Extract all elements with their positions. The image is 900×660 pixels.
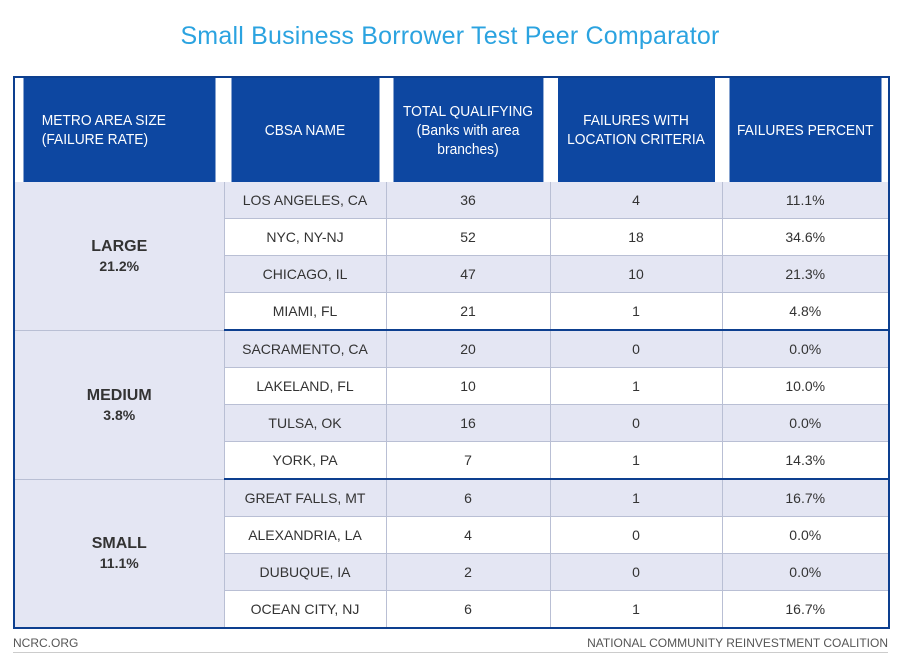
table-row: SMALL 11.1% GREAT FALLS, MT 6 1 16.7% [14, 479, 890, 629]
table-row: CHICAGO, IL 47 10 21.3% [14, 255, 890, 293]
cell-cbsa: OCEAN CITY, NJ [224, 590, 387, 629]
cell-total: 52 [386, 218, 551, 256]
cell-failures: 0 [550, 516, 723, 554]
table-header: METRO AREA SIZE (FAILURE RATE) CBSA NAME TO… [14, 77, 889, 182]
cell-failures: 0 [550, 404, 723, 442]
cell-cbsa: YORK, PA [224, 441, 387, 480]
column-header-line: (Banks with area [416, 121, 520, 139]
group-name: LARGE [91, 237, 148, 255]
group-cell-small: SMALL 11.1% [14, 479, 225, 629]
cell-cbsa: DUBUQUE, IA [224, 553, 387, 591]
cell-failures: 0 [550, 553, 723, 591]
header-row: METRO AREA SIZE (FAILURE RATE) CBSA NAME TO… [14, 77, 889, 182]
column-header-line: branches) [437, 140, 499, 158]
column-header-failures-location: FAILURES WITH LOCATION CRITERIA [556, 77, 716, 182]
column-header-line: FAILURES PERCENT [737, 121, 874, 139]
cell-percent: 16.7% [722, 479, 890, 517]
cell-failures: 1 [550, 479, 723, 517]
table-row: MIAMI, FL 21 1 4.8% [14, 292, 890, 331]
cell-cbsa: CHICAGO, IL [224, 255, 387, 293]
cell-failures: 18 [550, 218, 723, 256]
cell-percent: 0.0% [722, 404, 890, 442]
column-header-failures-percent: FAILURES PERCENT [728, 77, 883, 182]
table-row: OCEAN CITY, NJ 6 1 16.7% [14, 590, 890, 629]
cell-percent: 0.0% [722, 330, 890, 368]
group-failure-rate: 21.2% [99, 257, 140, 274]
column-header-line: LOCATION CRITERIA [567, 131, 705, 148]
cell-cbsa: LOS ANGELES, CA [224, 182, 387, 219]
cell-percent: 10.0% [722, 367, 890, 405]
cell-total: 36 [386, 182, 551, 219]
table-row: YORK, PA 7 1 14.3% [14, 441, 890, 480]
cell-percent: 16.7% [722, 590, 890, 629]
cell-percent: 0.0% [722, 553, 890, 591]
table-row: LARGE 21.2% LOS ANGELES, CA 36 4 11.1% [14, 182, 890, 331]
cell-cbsa: GREAT FALLS, MT [224, 479, 387, 517]
cell-total: 20 [386, 330, 551, 368]
cell-percent: 11.1% [722, 182, 890, 219]
cell-percent: 14.3% [722, 441, 890, 480]
column-header-total-qualifying: TOTAL QUALIFYING (Banks with area branches… [392, 77, 544, 182]
cell-total: 16 [386, 404, 551, 442]
cell-percent: 4.8% [722, 292, 890, 331]
table-row: ALEXANDRIA, LA 4 0 0.0% [14, 516, 890, 554]
cell-failures: 10 [550, 255, 723, 293]
column-header-line: FAILURES WITH [583, 112, 689, 129]
cell-failures: 0 [550, 330, 723, 368]
column-header-line: CBSA NAME [264, 121, 346, 139]
table-row: LAKELAND, FL 10 1 10.0% [14, 367, 890, 405]
cell-total: 2 [386, 553, 551, 591]
column-header-line: METRO AREA SIZE [41, 112, 166, 129]
group-failure-rate: 3.8% [103, 406, 136, 423]
cell-failures: 1 [550, 367, 723, 405]
column-header-line: (FAILURE RATE) [41, 131, 149, 148]
cell-cbsa: LAKELAND, FL [224, 367, 387, 405]
footer-organization: NATIONAL COMMUNITY REINVESTMENT COALITIO… [587, 636, 888, 650]
table-body: LARGE 21.2% LOS ANGELES, CA 36 4 11.1% NYC, NY… [14, 182, 890, 629]
cell-total: 4 [386, 516, 551, 554]
cell-total: 6 [386, 590, 551, 629]
cell-total: 47 [386, 255, 551, 293]
group-cell-medium: MEDIUM 3.8% [14, 330, 225, 480]
footer-site: NCRC.ORG [13, 636, 79, 650]
cell-cbsa: NYC, NY-NJ [224, 218, 387, 256]
group-name: SMALL [91, 535, 147, 553]
comparator-table-wrapper: METRO AREA SIZE (FAILURE RATE) CBSA NAME TO… [13, 76, 890, 629]
cell-total: 6 [386, 479, 551, 517]
cell-cbsa: TULSA, OK [224, 404, 387, 442]
cell-failures: 1 [550, 441, 723, 480]
table-row: MEDIUM 3.8% SACRAMENTO, CA 20 0 0.0% [14, 330, 890, 480]
comparator-table: METRO AREA SIZE (FAILURE RATE) CBSA NAME TO… [13, 76, 890, 629]
table-row: TULSA, OK 16 0 0.0% [14, 404, 890, 442]
cell-percent: 0.0% [722, 516, 890, 554]
group-failure-rate: 11.1% [99, 555, 139, 572]
group-cell-large: LARGE 21.2% [14, 182, 225, 331]
cell-failures: 1 [550, 292, 723, 331]
cell-cbsa: ALEXANDRIA, LA [224, 516, 387, 554]
cell-percent: 21.3% [722, 255, 890, 293]
cell-cbsa: SACRAMENTO, CA [224, 330, 387, 368]
column-header-cbsa-name: CBSA NAME [230, 77, 380, 182]
group-name: MEDIUM [86, 386, 152, 404]
column-header-line: TOTAL QUALIFYING [402, 102, 534, 120]
cell-total: 10 [386, 367, 551, 405]
cell-failures: 4 [550, 182, 723, 219]
table-row: NYC, NY-NJ 52 18 34.6% [14, 218, 890, 256]
cell-percent: 34.6% [722, 218, 890, 256]
cell-failures: 1 [550, 590, 723, 629]
cell-total: 21 [386, 292, 551, 331]
cell-total: 7 [386, 441, 551, 480]
chart-title: Small Business Borrower Test Peer Compar… [180, 22, 720, 50]
column-header-metro-size: METRO AREA SIZE (FAILURE RATE) [22, 77, 217, 182]
table-row: DUBUQUE, IA 2 0 0.0% [14, 553, 890, 591]
cell-cbsa: MIAMI, FL [224, 292, 387, 331]
footer-divider [13, 652, 888, 653]
